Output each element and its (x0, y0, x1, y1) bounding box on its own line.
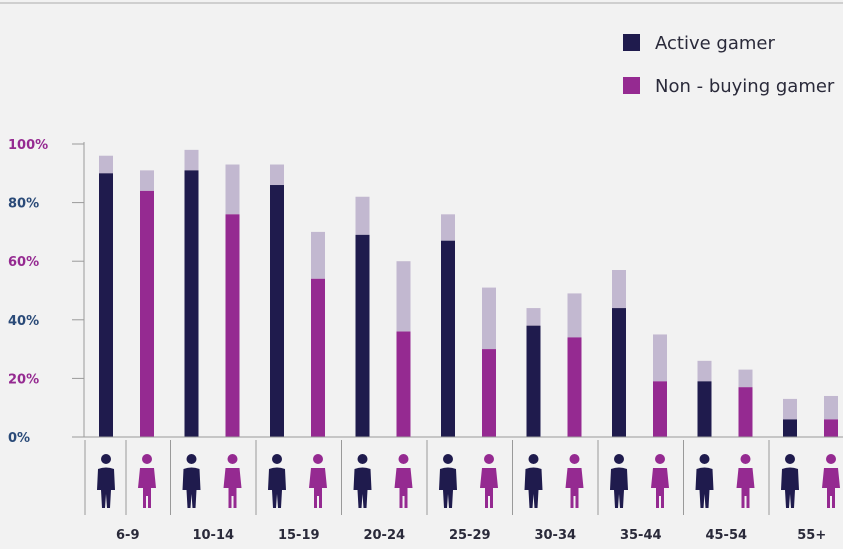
male-person-icon-8 (781, 454, 799, 508)
bar-remainder-1-5 (567, 293, 582, 338)
x-axis: 6-9 10-14 15-19 20-24 25-29 30-34 35-44 45-54 55… (84, 436, 843, 543)
bar-1-7 (738, 387, 753, 437)
bar-0-3 (355, 234, 370, 437)
female-person-icon-5 (565, 454, 584, 508)
male-person-icon-5 (524, 454, 543, 508)
bar-0-4 (441, 240, 455, 437)
bar-remainder-1-7 (738, 369, 753, 388)
x-tick-label-3: 20-24 (363, 528, 405, 543)
legend-label-0: Active gamer (655, 33, 775, 54)
x-tick-label-8: 55+ (797, 528, 826, 543)
bar-1-5 (567, 337, 582, 437)
y-tick-label-0: 100% (8, 138, 48, 153)
female-person-icon-1 (223, 454, 242, 508)
bar-remainder-0-8 (783, 398, 797, 420)
legend-swatch-1 (623, 77, 640, 94)
legend-swatch-0 (623, 34, 640, 51)
bar-remainder-0-1 (184, 149, 199, 171)
bar-remainder-0-3 (355, 196, 370, 235)
female-person-icon-4 (480, 454, 498, 508)
x-tick-label-5: 30-34 (534, 528, 576, 543)
bar-remainder-1-0 (140, 170, 154, 191)
bar-remainder-1-4 (482, 287, 496, 350)
bar-remainder-0-7 (697, 360, 712, 382)
bar-remainder-0-0 (99, 155, 113, 174)
bar-1-1 (225, 214, 240, 437)
x-tick-label-0: 6-9 (116, 528, 140, 543)
y-tick-label-4: 20% (8, 372, 39, 387)
female-person-icon-2 (309, 454, 327, 508)
x-tick-label-7: 45-54 (705, 528, 747, 543)
bar-0-6 (612, 308, 626, 437)
y-tick-label-1: 80% (8, 197, 39, 212)
bar-1-8 (824, 419, 838, 437)
bar-1-4 (482, 349, 496, 437)
female-person-icon-0 (138, 454, 156, 508)
y-axis: 100% 80% 60% 40% 20% 0% (8, 138, 85, 446)
bar-0-7 (697, 381, 712, 437)
bar-0-2 (270, 185, 284, 437)
bar-remainder-0-6 (612, 269, 626, 309)
male-person-icon-1 (182, 454, 201, 508)
bar-remainder-0-2 (270, 164, 284, 186)
y-tick-label-3: 40% (8, 314, 39, 329)
y-tick-label-2: 60% (8, 255, 39, 270)
bar-remainder-1-8 (824, 395, 838, 420)
male-person-icon-3 (353, 454, 372, 508)
bar-1-3 (396, 331, 411, 437)
male-person-icon-0 (97, 454, 115, 508)
bar-0-5 (526, 325, 541, 437)
male-person-icon-4 (439, 454, 457, 508)
female-person-icon-7 (736, 454, 755, 508)
legend: Active gamer Non - buying gamer (623, 33, 835, 97)
female-person-icon-3 (394, 454, 413, 508)
bars (99, 149, 838, 438)
male-person-icon-6 (610, 454, 628, 508)
male-person-icon-7 (695, 454, 714, 508)
bar-remainder-1-1 (225, 164, 240, 215)
male-person-icon-2 (268, 454, 286, 508)
bar-remainder-1-6 (653, 334, 667, 382)
x-tick-label-4: 25-29 (449, 528, 491, 543)
bar-remainder-0-4 (441, 214, 455, 241)
female-person-icon-6 (651, 454, 669, 508)
bar-1-2 (311, 278, 325, 437)
bar-remainder-1-3 (396, 261, 411, 332)
female-person-icon-8 (822, 454, 840, 508)
bar-1-6 (653, 381, 667, 437)
bar-0-8 (783, 419, 797, 437)
bar-0-0 (99, 173, 113, 438)
bar-0-1 (184, 170, 199, 437)
x-tick-label-6: 35-44 (620, 528, 662, 543)
x-tick-label-2: 15-19 (278, 528, 320, 543)
y-tick-label-5: 0% (8, 431, 30, 446)
bar-remainder-1-2 (311, 231, 325, 279)
x-tick-label-1: 10-14 (192, 528, 234, 543)
bar-1-0 (140, 190, 154, 437)
bar-remainder-0-5 (526, 308, 541, 326)
legend-label-1: Non - buying gamer (655, 76, 835, 97)
